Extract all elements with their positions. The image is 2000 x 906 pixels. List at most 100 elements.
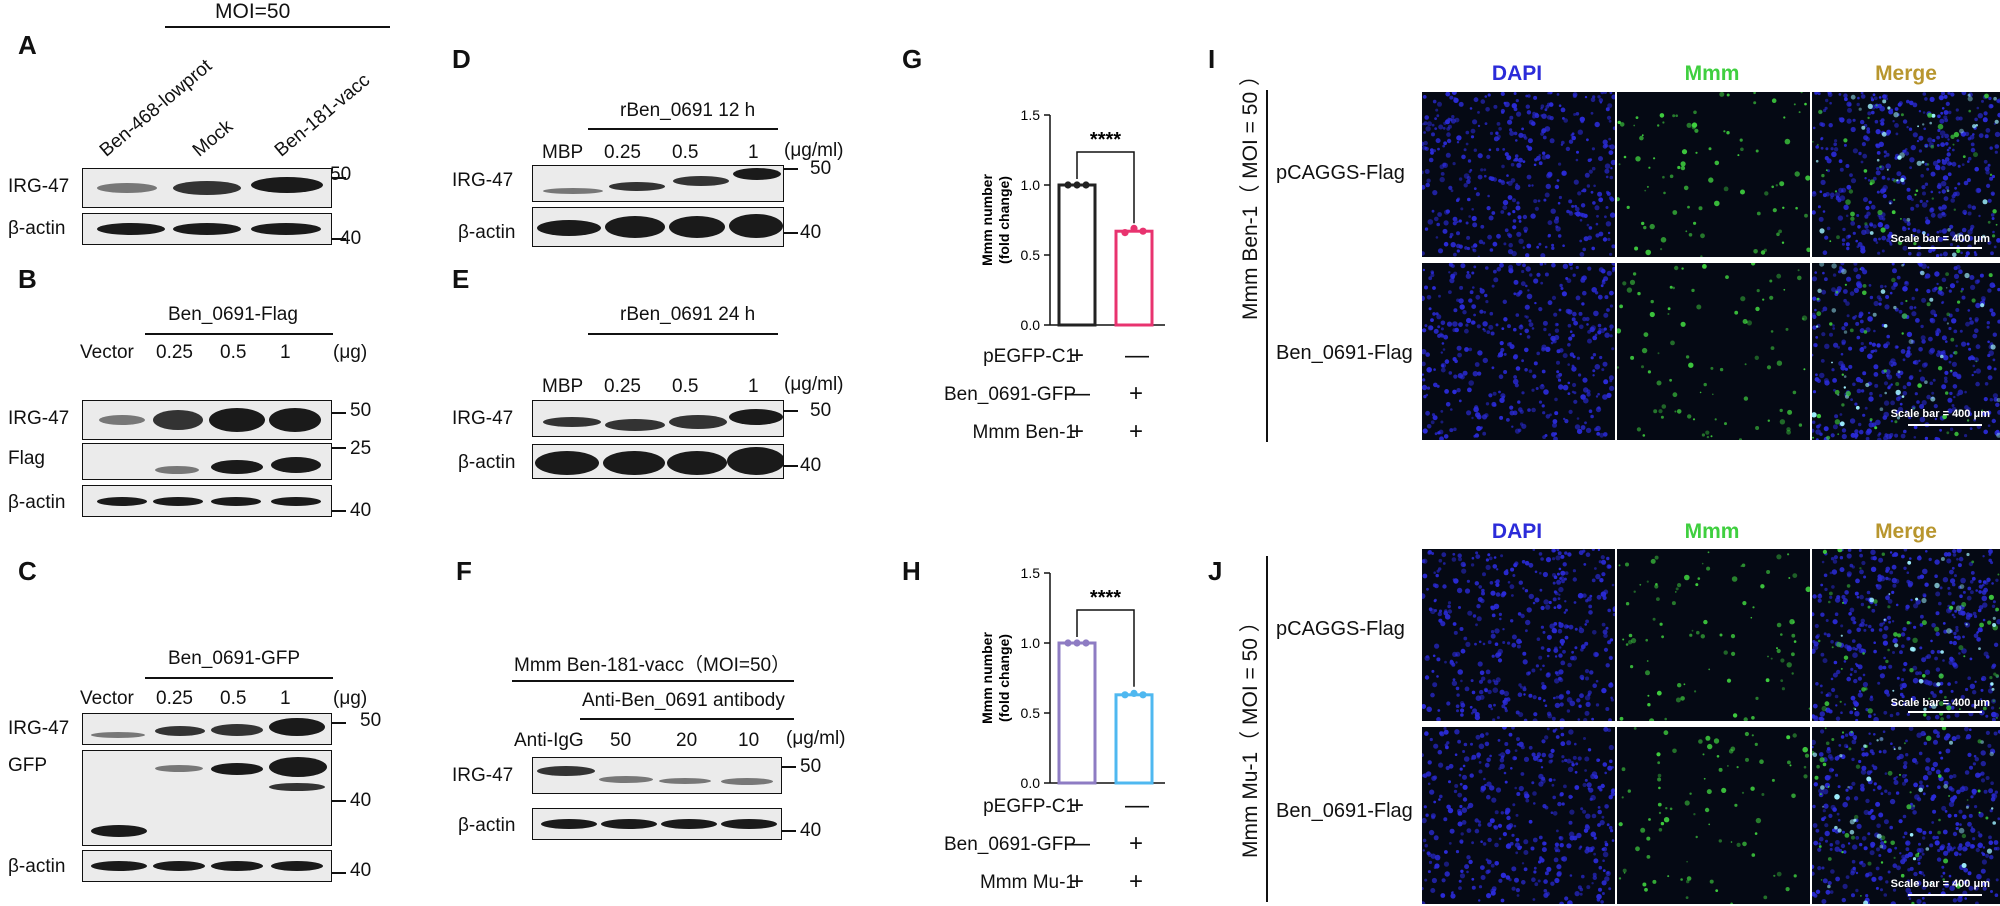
f-unit: (μg/ml): [786, 728, 846, 749]
d-unit: (μg/ml): [784, 140, 844, 161]
i-channel-dapi: DAPI: [1491, 62, 1543, 85]
f-row-irg47: IRG-47: [452, 765, 514, 786]
j-scalebar-2: Scale bar = 400 μm: [1890, 878, 1990, 890]
d-row-irg47: IRG-47: [452, 170, 514, 191]
c-mw-40b: 40: [350, 860, 372, 881]
h-bar-2: [1114, 693, 1154, 785]
panel-label-i: I: [1208, 44, 1216, 74]
i-img-dapi-1: [1422, 92, 1615, 257]
e-blot-actin: [532, 444, 784, 479]
h-ytick-label-2: 1.0: [1021, 635, 1041, 651]
h-point-1-2: [1073, 639, 1081, 647]
c-row-gfp: GFP: [8, 755, 48, 776]
e-row-irg47: IRG-47: [452, 408, 514, 429]
j-img-mmm-1: [1617, 549, 1810, 721]
c-row-irg47: IRG-47: [8, 718, 70, 739]
g-c1-v2: —: [1125, 342, 1149, 369]
i-group-line: [1266, 90, 1268, 442]
g-point-2-1: [1121, 229, 1129, 237]
i-channel-mmm: Mmm: [1684, 62, 1740, 85]
i-scalebar-1: Scale bar = 400 μm: [1890, 233, 1990, 245]
f-mw-40: 40: [800, 820, 822, 841]
panel-label-j: J: [1208, 556, 1223, 586]
i-scalebar-line-2: [1908, 424, 1982, 426]
a-tick-50: [332, 177, 346, 179]
b-blot-flag: [82, 443, 332, 480]
d-row-actin: β-actin: [458, 222, 516, 243]
j-img-dapi-2: [1422, 727, 1615, 904]
f-row-actin: β-actin: [458, 815, 516, 836]
h-ylabel-0: Mmm number: [979, 632, 995, 724]
h-signif-bracket: [1076, 609, 1135, 687]
g-bar-1: [1057, 183, 1097, 327]
e-tick-50: [784, 410, 798, 412]
panel-label-f: F: [456, 556, 472, 586]
e-tick-40: [784, 465, 798, 467]
a-mw-40: 40: [340, 228, 362, 249]
f-blot-irg47: [532, 757, 782, 794]
b-blot-actin: [82, 485, 332, 517]
panel-label-d: D: [452, 44, 471, 74]
j-scalebar-line-1: [1908, 711, 1982, 713]
c-lane-2: 0.25: [156, 688, 193, 709]
d-lane-1: MBP: [542, 142, 584, 163]
b-lane-4: 1: [280, 342, 291, 363]
d-header-line: [588, 128, 778, 130]
j-img-dapi-1: [1422, 549, 1615, 721]
e-mw-40: 40: [800, 455, 822, 476]
i-img-merge-1: Scale bar = 400 μm: [1812, 92, 2000, 257]
j-scalebar-line-2: [1908, 894, 1982, 896]
f-header-1: Mmm Ben-181-vacc（MOI=50）: [514, 655, 791, 676]
h-signif: ****: [1090, 587, 1121, 609]
f-lane-3: 20: [676, 730, 698, 751]
j-img-merge-2: Scale bar = 400 μm: [1812, 727, 2000, 904]
g-c2-v1: —: [1066, 380, 1090, 407]
f-mw-50: 50: [800, 756, 822, 777]
g-ylabel-0: Mmm number: [979, 174, 995, 266]
i-row-2: Ben_0691-Flag: [1276, 342, 1413, 364]
b-header-line: [145, 333, 333, 335]
a-moi-line: [165, 26, 390, 28]
f-header-1-line: [512, 680, 794, 682]
c-mw-50: 50: [360, 710, 382, 731]
c-header-line: [145, 677, 333, 679]
h-c3-v1: +: [1069, 868, 1084, 895]
a-row-actin: β-actin: [8, 218, 66, 239]
panel-label-h: H: [902, 556, 921, 586]
b-mw-50: 50: [350, 400, 372, 421]
i-group-label: Mmm Ben-1（ MOI = 50 ）: [1239, 65, 1262, 320]
g-cond-3-label: Mmm Ben-1: [972, 422, 1076, 443]
j-row-2: Ben_0691-Flag: [1276, 800, 1413, 822]
c-lane-3: 0.5: [220, 688, 247, 709]
h-point-2-1: [1121, 691, 1129, 699]
f-blot-actin: [532, 808, 782, 840]
a-lane-3: Ben-181-vacc: [270, 69, 375, 162]
g-point-1-1: [1064, 181, 1072, 189]
b-row-flag: Flag: [8, 448, 45, 469]
chart-h: 0.0 0.5 1.0 1.5 Mmm number (fold change) ****: [979, 565, 1165, 791]
h-ylabel-1: (fold change): [996, 634, 1012, 722]
j-img-merge-1: Scale bar = 400 μm: [1812, 549, 2000, 721]
f-lane-4: 10: [738, 730, 760, 751]
e-lane-3: 0.5: [672, 376, 699, 397]
b-tick-40: [332, 510, 346, 512]
panel-label-c: C: [18, 556, 37, 586]
h-ytick-label-0: 0.0: [1021, 775, 1041, 791]
c-tick-40: [332, 800, 346, 802]
g-c3-v2: +: [1128, 418, 1143, 445]
c-header: Ben_0691-GFP: [168, 648, 301, 669]
i-img-mmm-2: [1617, 263, 1810, 440]
d-header: rBen_0691 12 h: [620, 100, 756, 121]
g-point-1-3: [1082, 181, 1090, 189]
e-blot-irg47: [532, 400, 784, 437]
h-c2-v2: +: [1128, 830, 1143, 857]
e-lane-2: 0.25: [604, 376, 641, 397]
h-cond-1-label: pEGFP-C1: [983, 796, 1076, 817]
h-cond-2-label: Ben_0691-GFP: [943, 834, 1076, 855]
c-unit: (μg): [333, 688, 368, 709]
h-cond-3-label: Mmm Mu-1: [979, 872, 1076, 893]
j-row-1: pCAGGS-Flag: [1276, 618, 1405, 640]
a-lane-2: Mock: [188, 115, 238, 162]
j-channel-merge: Merge: [1875, 520, 1937, 543]
b-lane-3: 0.5: [220, 342, 247, 363]
